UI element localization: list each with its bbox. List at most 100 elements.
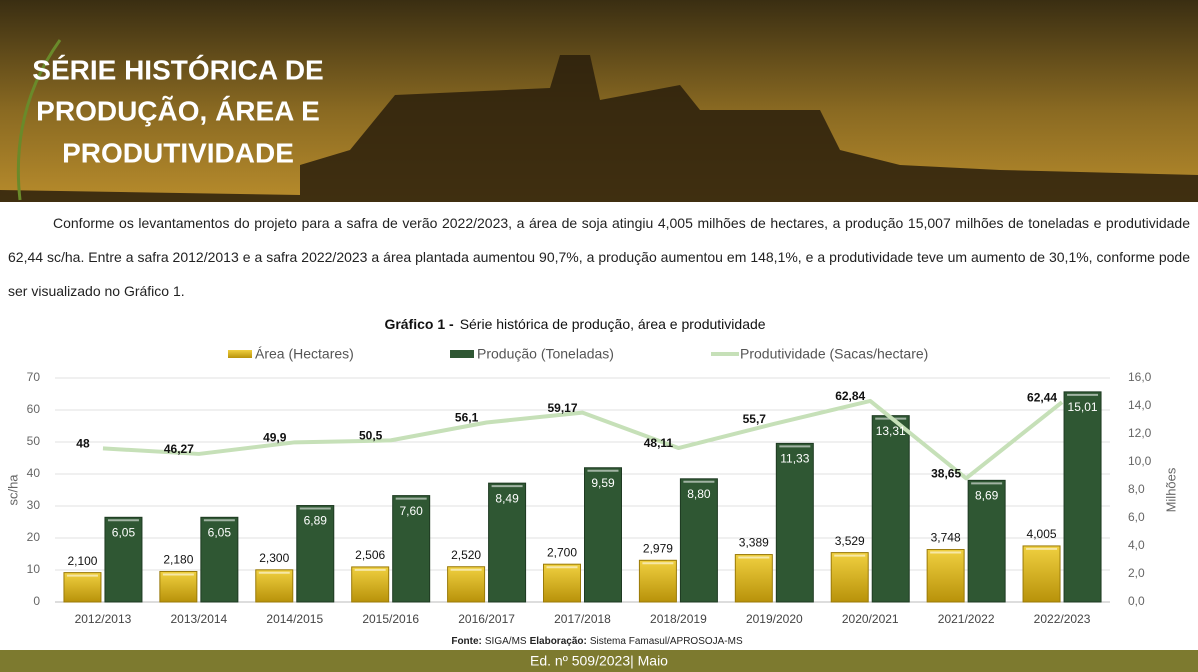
data-label: 2,979 <box>643 541 673 555</box>
x-tick-label: 2019/2020 <box>746 612 803 626</box>
bar <box>584 467 622 603</box>
data-label: 2,700 <box>547 545 577 559</box>
bar <box>255 569 294 603</box>
chart-title-text: Série histórica de produção, área e prod… <box>460 316 766 332</box>
y-axis-title: sc/ha <box>5 474 20 506</box>
data-label: 8,69 <box>975 489 999 503</box>
bar <box>159 570 198 603</box>
data-label: 46,27 <box>164 442 194 456</box>
data-label: 6,05 <box>208 525 232 539</box>
y-tick-label: 60 <box>27 402 41 416</box>
legend-label: Produtividade (Sacas/hectare) <box>740 346 928 362</box>
y-tick-label: 50 <box>27 434 41 448</box>
legend-swatch <box>450 350 474 358</box>
x-tick-label: 2017/2018 <box>554 612 611 626</box>
source-text: Sistema Famasul/APROSOJA-MS <box>590 636 743 647</box>
legend-swatch <box>228 350 252 358</box>
data-label: 62,44 <box>1027 390 1057 404</box>
x-tick-label: 2022/2023 <box>1034 612 1091 626</box>
y-tick-label: 70 <box>27 370 41 384</box>
data-label: 2,300 <box>259 551 289 565</box>
bar <box>104 516 143 603</box>
y2-tick-label: 16,0 <box>1128 370 1152 384</box>
bar <box>63 572 102 603</box>
data-label: 7,60 <box>400 504 424 518</box>
data-label: 13,31 <box>876 424 906 438</box>
x-tick-label: 2016/2017 <box>458 612 515 626</box>
bar <box>638 559 677 603</box>
footer-edition: Ed. nº 509/2023| Maio <box>530 653 668 669</box>
x-tick-label: 2018/2019 <box>650 612 707 626</box>
y2-tick-label: 14,0 <box>1128 398 1152 412</box>
data-label: 6,89 <box>304 514 328 528</box>
y2-tick-label: 10,0 <box>1128 454 1152 468</box>
x-tick-label: 2020/2021 <box>842 612 899 626</box>
data-label: 2,180 <box>163 553 193 567</box>
y2-tick-label: 0,0 <box>1128 594 1145 608</box>
y-tick-label: 30 <box>27 498 41 512</box>
data-label: 9,59 <box>591 476 615 490</box>
data-label: 15,01 <box>1068 400 1098 414</box>
bar <box>926 549 965 603</box>
y-tick-label: 0 <box>33 594 40 608</box>
data-label: 55,7 <box>743 412 767 426</box>
data-label: 2,100 <box>67 554 97 568</box>
y2-axis-title: Milhões <box>1163 467 1178 512</box>
bar <box>1022 545 1061 603</box>
data-label: 6,05 <box>112 525 136 539</box>
y2-tick-label: 12,0 <box>1128 426 1152 440</box>
bar <box>543 563 581 603</box>
chart-title: Gráfico 1 - Série histórica de produção, … <box>384 316 765 332</box>
data-label: 3,748 <box>931 531 961 545</box>
data-label: 11,33 <box>780 452 809 466</box>
bar <box>679 478 718 603</box>
y-tick-label: 20 <box>27 530 41 544</box>
data-label: 62,84 <box>835 389 865 403</box>
x-tick-label: 2015/2016 <box>362 612 419 626</box>
data-label: 2,520 <box>451 548 481 562</box>
paragraph: Conforme os levantamentos do projeto par… <box>8 215 1190 299</box>
y2-tick-label: 4,0 <box>1128 538 1145 552</box>
bar <box>296 505 335 603</box>
legend-label: Produção (Toneladas) <box>477 346 614 362</box>
data-label: 8,80 <box>687 487 711 501</box>
data-label: 48 <box>76 437 90 451</box>
bar <box>351 566 390 603</box>
source-label: Fonte: <box>451 636 482 647</box>
y2-tick-label: 6,0 <box>1128 510 1145 524</box>
footer-bar <box>0 650 1198 672</box>
data-label: 3,529 <box>835 534 865 548</box>
source-label: Elaboração: <box>530 636 587 647</box>
y-tick-label: 40 <box>27 466 41 480</box>
x-tick-label: 2021/2022 <box>938 612 995 626</box>
harvester-silhouette <box>0 55 1198 202</box>
chart-title-label: Gráfico 1 - <box>384 316 454 332</box>
data-label: 48,11 <box>644 436 674 450</box>
data-label: 49,9 <box>263 430 287 444</box>
bar <box>775 442 814 603</box>
header-title: SÉRIE HISTÓRICA DE <box>32 54 323 85</box>
line-series <box>102 398 1064 481</box>
data-label: 4,005 <box>1027 527 1057 541</box>
y2-tick-label: 8,0 <box>1128 482 1145 496</box>
bar <box>200 516 239 603</box>
x-tick-label: 2013/2014 <box>170 612 227 626</box>
bar <box>967 479 1006 603</box>
source-text: SIGA/MS <box>485 636 527 647</box>
data-label: 3,389 <box>739 536 769 550</box>
data-label: 56,1 <box>455 411 479 425</box>
bar <box>734 554 773 603</box>
y2-tick-label: 2,0 <box>1128 566 1145 580</box>
data-label: 8,49 <box>495 491 519 505</box>
y-tick-label: 10 <box>27 562 41 576</box>
bar <box>830 552 869 603</box>
data-label: 59,17 <box>547 401 577 415</box>
bar <box>447 566 486 603</box>
header-title: PRODUTIVIDADE <box>62 137 294 168</box>
legend-label: Área (Hectares) <box>255 346 354 362</box>
data-label: 2,506 <box>355 548 385 562</box>
chart-source: Fonte: SIGA/MS Elaboração: Sistema Famasul/… <box>451 636 743 647</box>
bar <box>488 482 527 603</box>
